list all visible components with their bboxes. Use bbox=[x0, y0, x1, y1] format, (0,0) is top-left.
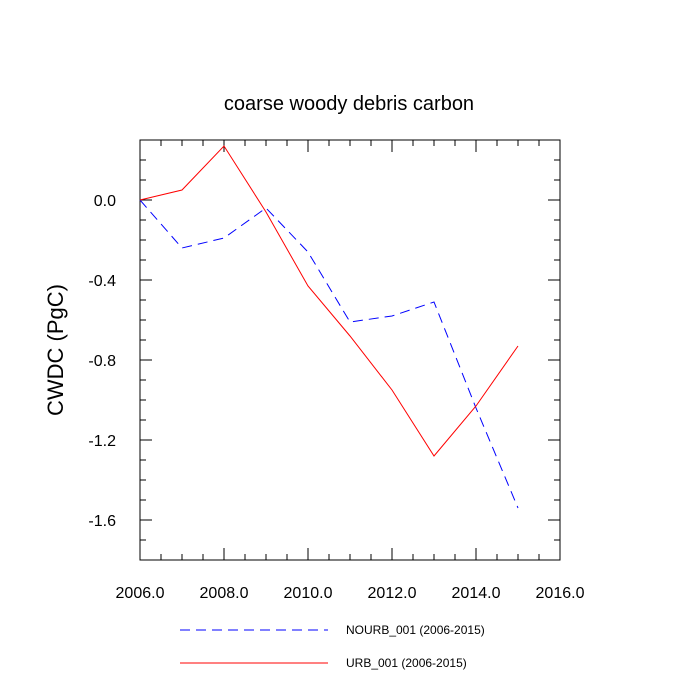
x-tick-label: 2014.0 bbox=[452, 585, 501, 602]
x-tick-label: 2010.0 bbox=[284, 585, 333, 602]
y-tick-label: -0.4 bbox=[88, 273, 116, 290]
legend-label: URB_001 (2006-2015) bbox=[346, 656, 467, 670]
series-lines bbox=[139, 145, 519, 509]
y-tick-label: -1.2 bbox=[88, 433, 116, 450]
legend: NOURB_001 (2006-2015) URB_001 (2006-2015) bbox=[180, 623, 485, 670]
series-line-nourb bbox=[139, 199, 519, 509]
chart-title: coarse woody debris carbon bbox=[224, 93, 474, 115]
x-tick-label: 2008.0 bbox=[200, 585, 249, 602]
x-tick-label: 2012.0 bbox=[368, 585, 417, 602]
axis-ticks: 2006.0 2008.0 2010.0 2012.0 2014.0 2016.0 0.0 -… bbox=[88, 139, 585, 602]
x-tick-label: 2016.0 bbox=[536, 585, 585, 602]
y-tick-label: -0.8 bbox=[88, 353, 116, 370]
legend-label: NOURB_001 (2006-2015) bbox=[346, 623, 485, 637]
x-tick-label: 2006.0 bbox=[116, 585, 165, 602]
plot-frame bbox=[139, 139, 561, 561]
series-line-urb bbox=[139, 145, 519, 457]
y-tick-label: 0.0 bbox=[94, 193, 116, 210]
y-axis-label: CWDC (PgC) bbox=[43, 284, 68, 416]
y-tick-label: -1.6 bbox=[88, 513, 116, 530]
